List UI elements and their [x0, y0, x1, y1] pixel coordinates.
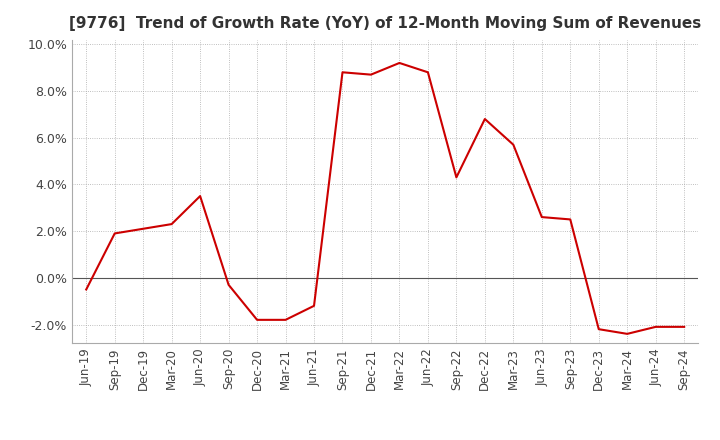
Title: [9776]  Trend of Growth Rate (YoY) of 12-Month Moving Sum of Revenues: [9776] Trend of Growth Rate (YoY) of 12-… — [69, 16, 701, 32]
